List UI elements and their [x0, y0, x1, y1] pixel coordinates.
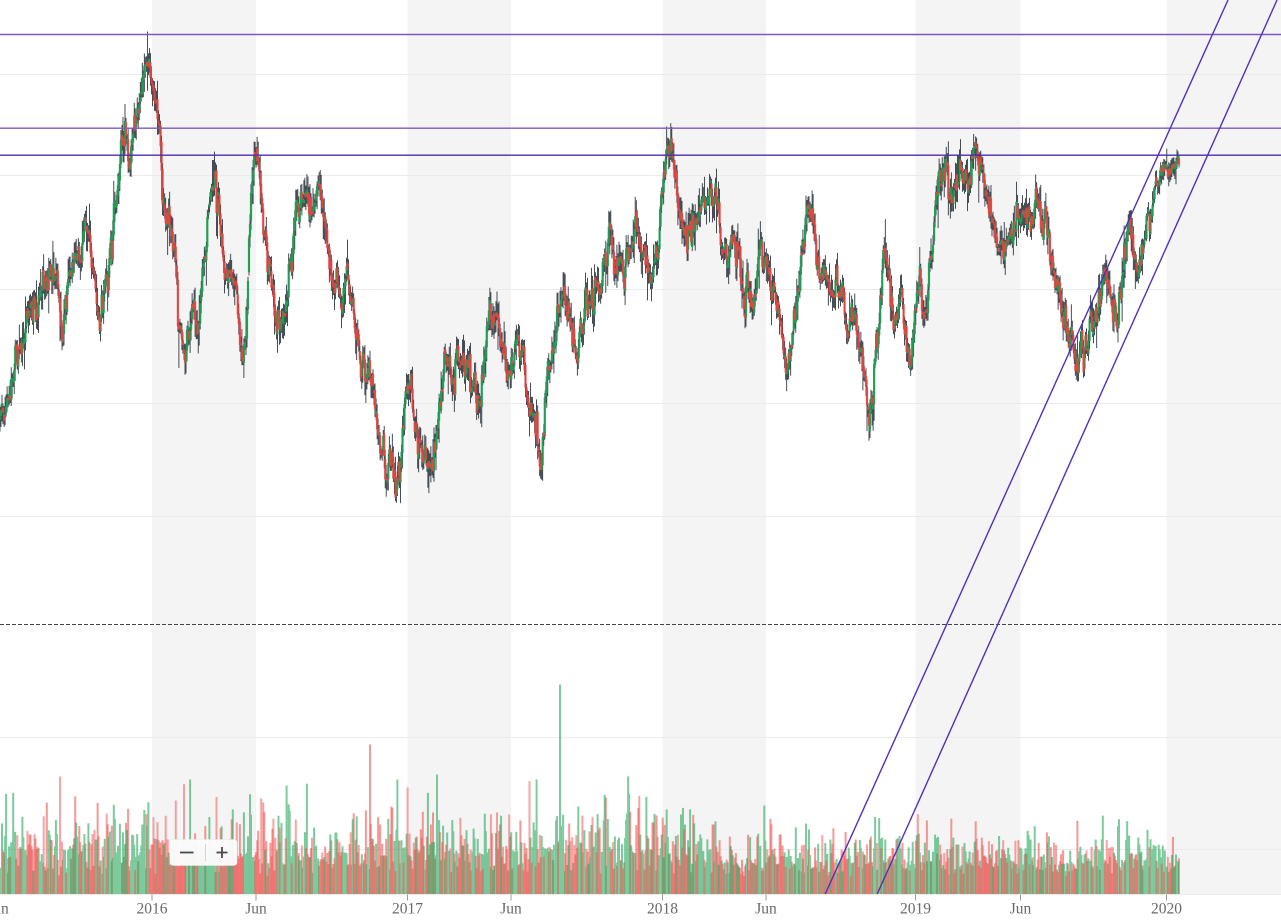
svg-text:2018: 2018	[647, 901, 678, 918]
svg-text:2017: 2017	[392, 901, 423, 918]
svg-text:Jun: Jun	[500, 901, 522, 918]
svg-text:2020: 2020	[1151, 901, 1182, 918]
svg-text:Jun: Jun	[755, 901, 777, 918]
svg-text:Jun: Jun	[245, 901, 267, 918]
svg-text:Jun: Jun	[1010, 901, 1032, 918]
svg-text:2019: 2019	[900, 901, 931, 918]
svg-text:Jun: Jun	[0, 901, 9, 918]
svg-text:2016: 2016	[137, 901, 168, 918]
